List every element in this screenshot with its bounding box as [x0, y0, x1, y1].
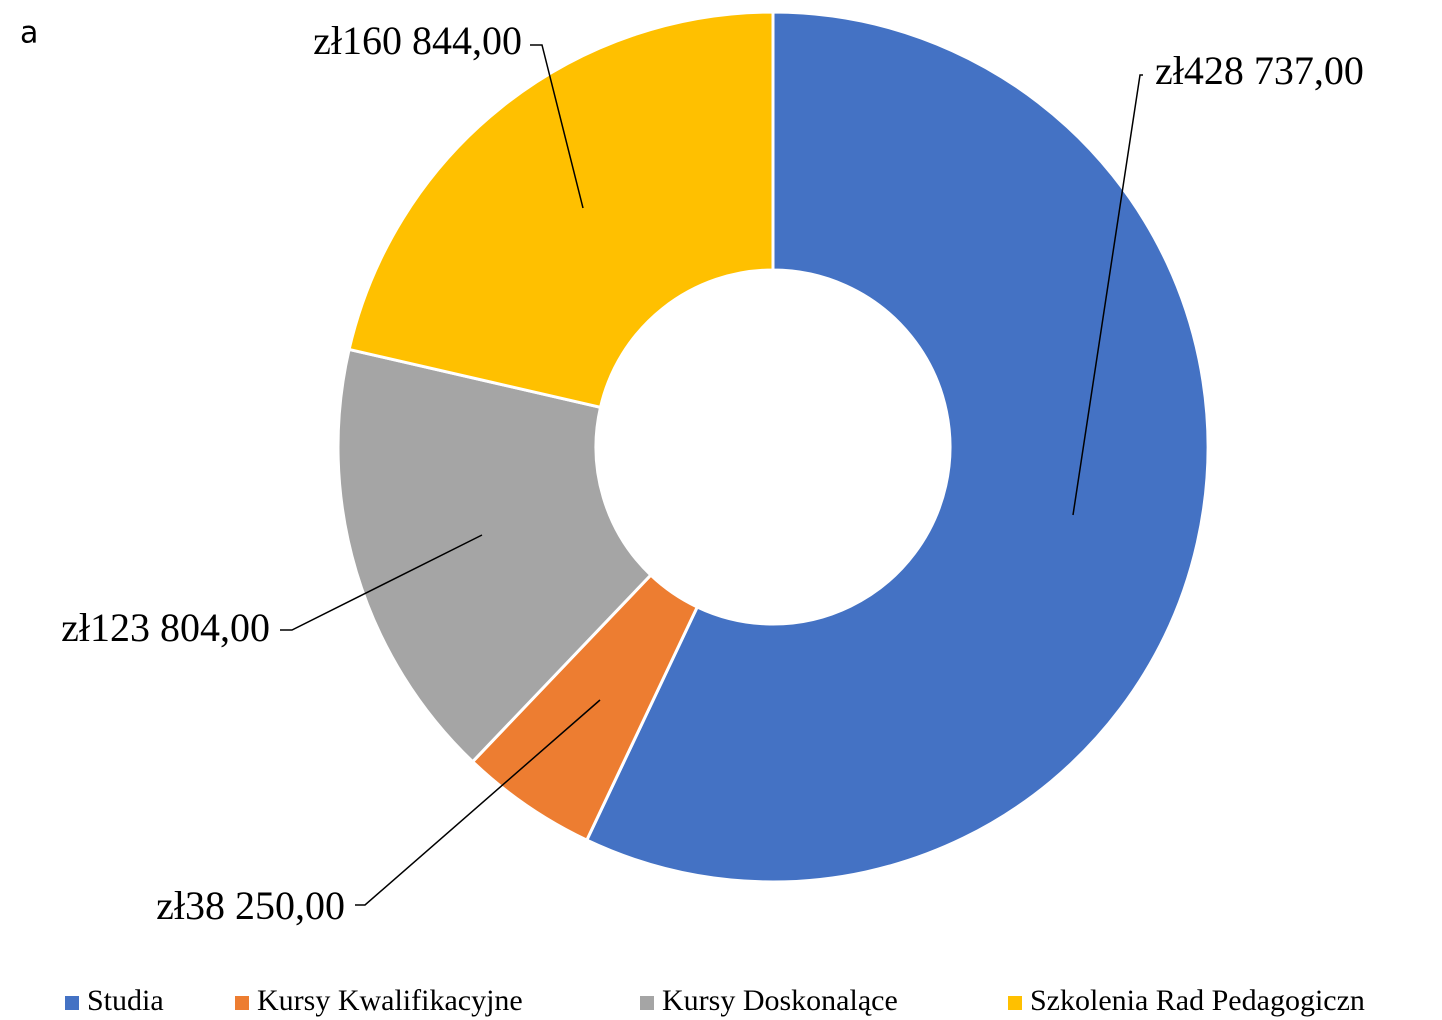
legend-label: Studia — [87, 984, 164, 1017]
slice — [584, 10, 1210, 884]
chart-title: a — [20, 16, 38, 51]
leader-line — [1072, 74, 1143, 516]
legend-swatch — [640, 996, 654, 1010]
legend-label: Kursy Kwalifikacyjne — [257, 984, 523, 1017]
leader-line — [355, 699, 601, 906]
data-label: zł123 804,00 — [61, 605, 270, 650]
slice — [347, 10, 775, 410]
legend-swatch — [235, 996, 249, 1010]
legend-label: Kursy Doskonalące — [662, 984, 898, 1017]
legend-swatch — [1008, 996, 1022, 1010]
legend-swatch — [65, 996, 79, 1010]
leader-line — [530, 44, 584, 209]
data-label: zł160 844,00 — [313, 18, 522, 63]
legend-label: Szkolenia Rad Pedagogiczn — [1030, 984, 1365, 1017]
slice — [336, 347, 653, 764]
data-label: zł428 737,00 — [1155, 48, 1364, 93]
leader-line — [280, 534, 483, 631]
data-label: zł38 250,00 — [156, 883, 345, 928]
